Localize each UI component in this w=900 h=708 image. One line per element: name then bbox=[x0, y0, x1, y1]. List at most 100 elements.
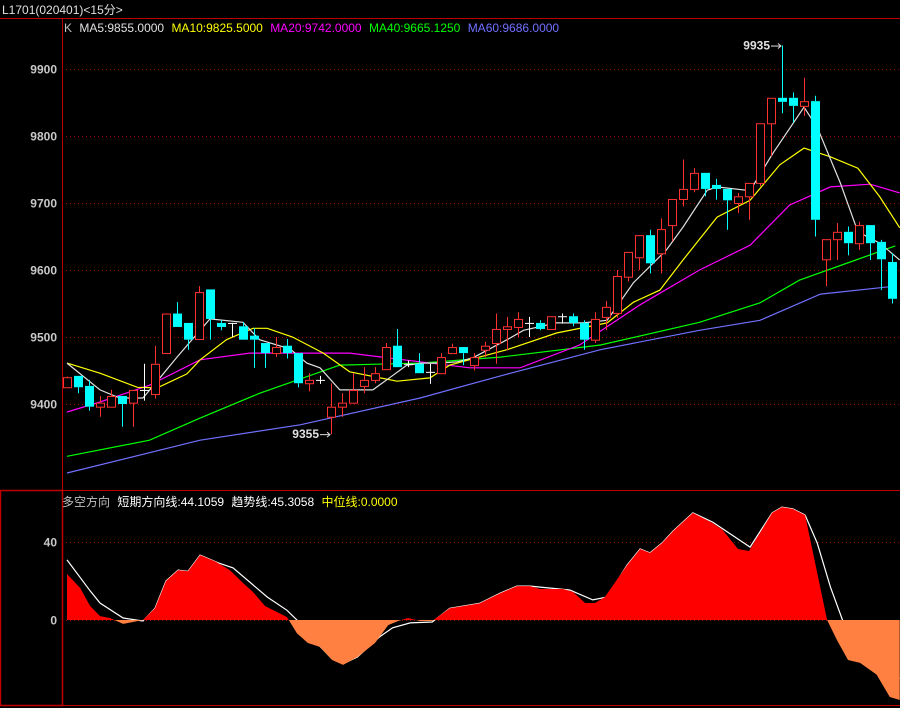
candle bbox=[591, 312, 600, 344]
candle-body bbox=[206, 289, 215, 319]
candle bbox=[822, 239, 831, 287]
candle-body bbox=[745, 182, 754, 198]
candle bbox=[393, 328, 402, 368]
candle-body bbox=[195, 292, 204, 341]
candle-body bbox=[338, 402, 347, 408]
candle bbox=[151, 345, 160, 399]
price-axis: 9900 9800 9700 9600 9500 9400 40 0 bbox=[30, 63, 57, 628]
candle bbox=[360, 367, 369, 394]
candle-body bbox=[877, 241, 886, 260]
y-tick-label: 9500 bbox=[30, 331, 57, 345]
candle bbox=[96, 395, 105, 417]
candle-body bbox=[448, 347, 457, 355]
candle bbox=[855, 221, 864, 250]
candle bbox=[327, 383, 336, 435]
candle bbox=[448, 343, 457, 355]
candle bbox=[613, 270, 622, 318]
y-tick-label: 9400 bbox=[30, 398, 57, 412]
ma20-line bbox=[66, 183, 900, 413]
candle-body bbox=[635, 235, 644, 259]
candle-body bbox=[107, 395, 116, 408]
candle-body bbox=[261, 343, 270, 354]
ma40-line bbox=[66, 245, 896, 457]
y-tick-label: 9800 bbox=[30, 130, 57, 144]
candle bbox=[239, 322, 248, 340]
short-direction-area-positive bbox=[67, 507, 900, 620]
candle bbox=[580, 320, 589, 350]
candle-body bbox=[602, 306, 611, 318]
candlesticks[interactable] bbox=[63, 45, 898, 435]
candle bbox=[888, 253, 897, 304]
candle bbox=[723, 188, 732, 230]
candle bbox=[701, 172, 710, 197]
candle-body bbox=[569, 316, 578, 323]
candle-body bbox=[778, 97, 787, 102]
candle bbox=[272, 337, 281, 358]
candle bbox=[547, 316, 556, 330]
candle-body bbox=[382, 347, 391, 371]
arrow-icon bbox=[777, 43, 782, 49]
candle bbox=[118, 395, 127, 427]
y-tick-label: 9900 bbox=[30, 63, 57, 77]
candle bbox=[833, 223, 842, 260]
indicator-short-line: 短期方向线:44.1059 bbox=[117, 495, 225, 509]
candle-body bbox=[756, 123, 765, 184]
candle bbox=[261, 343, 270, 368]
candle-body bbox=[470, 357, 479, 367]
candle bbox=[657, 218, 666, 274]
candle bbox=[877, 239, 886, 291]
candle bbox=[602, 300, 611, 331]
chart-title: L1701(020401)<15分> bbox=[2, 3, 123, 17]
candle-body bbox=[591, 318, 600, 341]
candle bbox=[789, 92, 798, 123]
candle bbox=[503, 316, 512, 351]
candle-body bbox=[789, 97, 798, 106]
candle-body bbox=[294, 353, 303, 384]
legend-ma40: MA40:9665.1250 bbox=[368, 21, 461, 35]
candle-body bbox=[118, 395, 127, 404]
chart-frame bbox=[0, 18, 900, 707]
candle bbox=[690, 168, 699, 193]
candle bbox=[349, 373, 358, 404]
candle bbox=[162, 313, 171, 355]
candle bbox=[745, 182, 754, 220]
indicator-name: 多空方向 bbox=[62, 495, 111, 509]
candle-body bbox=[547, 316, 556, 330]
candle bbox=[250, 328, 259, 368]
candle bbox=[316, 375, 325, 384]
candle bbox=[305, 373, 314, 392]
candle bbox=[415, 353, 424, 374]
candle-body bbox=[239, 326, 248, 340]
candle bbox=[624, 251, 633, 282]
candle bbox=[844, 226, 853, 256]
arrow-icon bbox=[326, 431, 331, 438]
candle-body bbox=[822, 239, 831, 261]
candle-body bbox=[690, 172, 699, 190]
indicator-tick-label: 40 bbox=[44, 536, 58, 550]
candle-body bbox=[74, 375, 83, 388]
y-tick-label: 9600 bbox=[30, 264, 57, 278]
candle-body bbox=[866, 225, 875, 244]
candle bbox=[646, 229, 655, 274]
candle-body bbox=[305, 379, 314, 385]
legend-ma5: MA5:9855.0000 bbox=[79, 21, 165, 35]
candle-body bbox=[800, 101, 809, 107]
candle bbox=[525, 316, 534, 337]
candle bbox=[63, 376, 72, 389]
candle bbox=[635, 235, 644, 270]
candle bbox=[800, 77, 809, 116]
candle-body bbox=[437, 357, 446, 375]
indicator-tick-label: 0 bbox=[50, 614, 57, 628]
candle-body bbox=[888, 261, 897, 299]
candle-body bbox=[184, 322, 193, 340]
candle-body bbox=[360, 379, 369, 387]
candle bbox=[734, 192, 743, 214]
candle-body bbox=[624, 251, 633, 278]
legend-ma60: MA60:9686.0000 bbox=[467, 21, 560, 35]
candle-body bbox=[459, 347, 468, 354]
candle bbox=[514, 312, 523, 337]
candle bbox=[668, 198, 677, 242]
candle bbox=[382, 343, 391, 371]
candle-body bbox=[85, 385, 94, 407]
legend-ma20: MA20:9742.0000 bbox=[270, 21, 362, 35]
